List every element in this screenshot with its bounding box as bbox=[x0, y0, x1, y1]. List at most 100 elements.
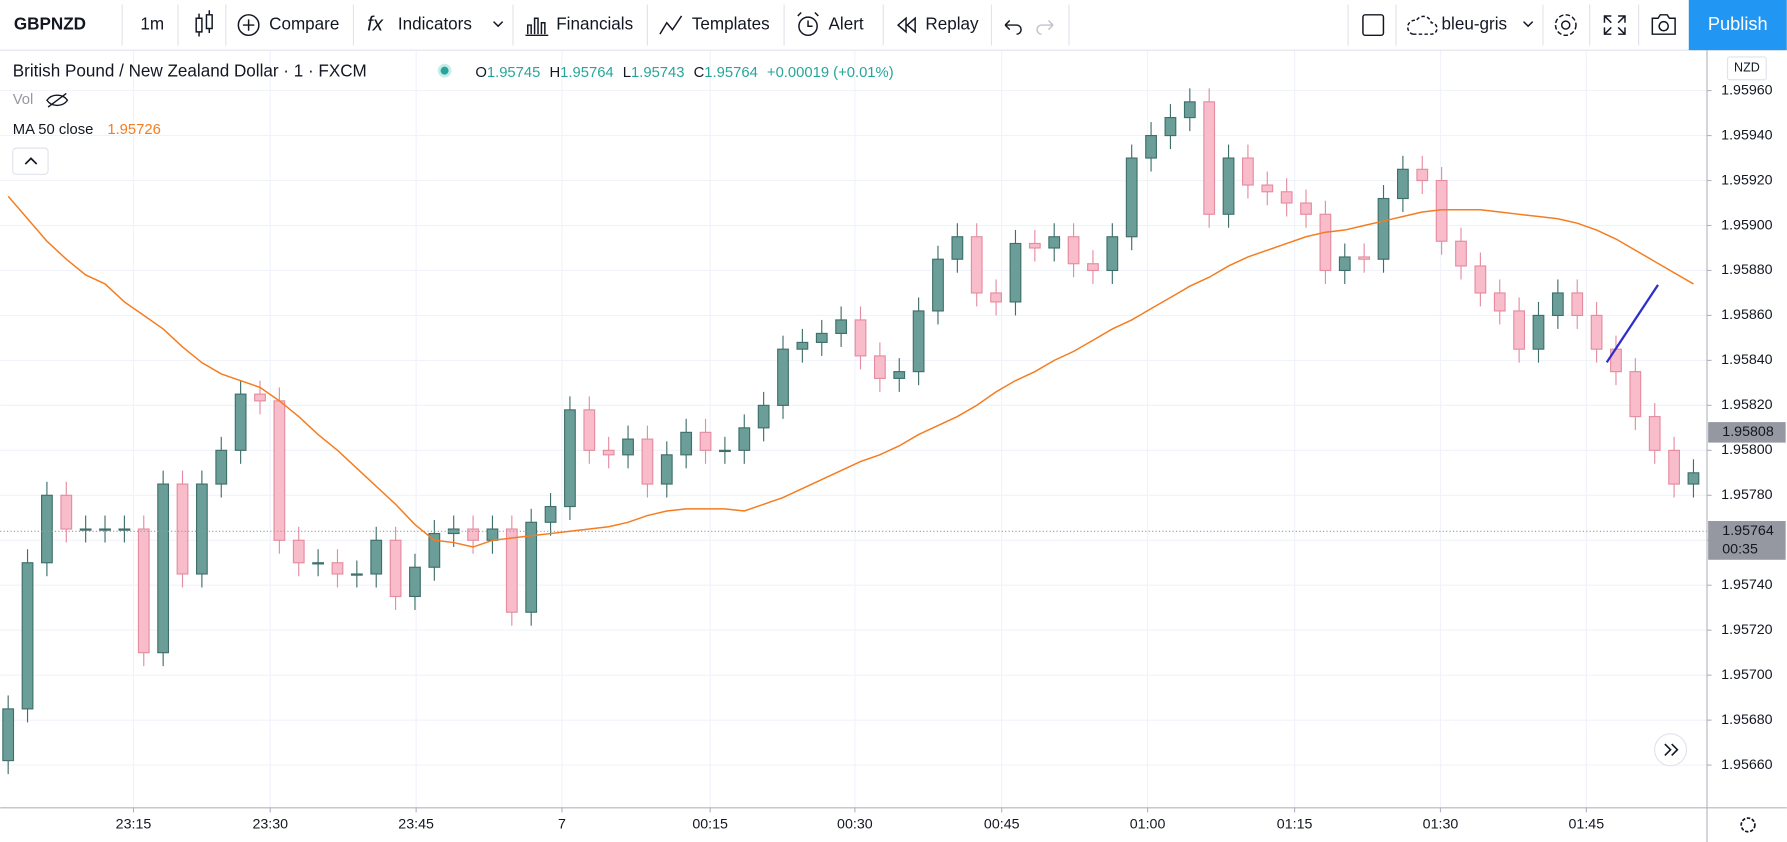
redo-button[interactable] bbox=[1036, 19, 1054, 35]
interval-button[interactable]: 1m bbox=[140, 15, 164, 34]
marker-price-label: 1.95808 bbox=[1722, 424, 1774, 440]
cloud-icon bbox=[1407, 15, 1438, 35]
candle-body bbox=[680, 431, 693, 456]
ohlc-legend: O1.95745 H1.95764 L1.95743 C1.95764 +0.00019… bbox=[475, 65, 893, 81]
y-tick-label: 1.95960 bbox=[1721, 82, 1773, 98]
candle-body bbox=[1009, 242, 1022, 303]
publish-bg[interactable] bbox=[1688, 0, 1787, 51]
candle-body bbox=[1629, 371, 1642, 418]
currency-box[interactable] bbox=[1726, 56, 1767, 81]
replay-icon bbox=[896, 16, 916, 34]
trend-line-drawing[interactable] bbox=[1605, 284, 1659, 363]
candle-body bbox=[1242, 157, 1254, 186]
templates-icon bbox=[659, 15, 683, 35]
candle-body bbox=[195, 483, 208, 575]
candle-body bbox=[1028, 242, 1041, 249]
compare-button[interactable]: Compare bbox=[269, 15, 339, 34]
candle-body bbox=[854, 319, 867, 357]
candle-body bbox=[583, 409, 596, 451]
collapse-button[interactable] bbox=[12, 147, 49, 175]
chart-type-button[interactable] bbox=[195, 10, 213, 37]
candle-body bbox=[60, 494, 73, 530]
y-tick-label: 1.95860 bbox=[1721, 307, 1773, 323]
candle-body bbox=[467, 528, 479, 541]
candle-body bbox=[815, 332, 828, 343]
x-tick-label: 00:15 bbox=[692, 817, 728, 833]
candle-body bbox=[1551, 292, 1564, 317]
alert-button[interactable]: Alert bbox=[829, 15, 864, 34]
candle-body bbox=[137, 528, 150, 654]
undo-button[interactable] bbox=[1004, 19, 1022, 35]
candle-body bbox=[1048, 236, 1061, 249]
hidden-icon[interactable] bbox=[46, 92, 69, 108]
replay-button[interactable]: Replay bbox=[925, 15, 979, 34]
candle-body bbox=[719, 449, 731, 453]
candle-body bbox=[932, 258, 944, 312]
candle-body bbox=[1087, 263, 1099, 272]
ma-line bbox=[7, 195, 1694, 548]
y-tick-label: 1.95780 bbox=[1721, 487, 1773, 503]
chart-title: British Pound / New Zealand Dollar · 1 ·… bbox=[13, 61, 367, 80]
candle-body bbox=[1687, 472, 1700, 485]
compare-icon bbox=[237, 14, 260, 37]
x-tick-label: 01:30 bbox=[1423, 817, 1459, 833]
last-price-box bbox=[1708, 521, 1786, 560]
candle-body bbox=[1261, 184, 1274, 193]
candle-body bbox=[428, 532, 441, 568]
candle-body bbox=[234, 393, 247, 451]
x-tick-label: 23:30 bbox=[252, 817, 288, 833]
candle-body bbox=[1455, 240, 1467, 267]
symbol-button[interactable]: GBPNZD bbox=[14, 15, 86, 34]
templates-button[interactable]: Templates bbox=[692, 15, 770, 34]
volume-label: Vol bbox=[13, 92, 34, 108]
last-price-label: 1.95764 bbox=[1722, 523, 1774, 539]
axis-settings-button[interactable] bbox=[1740, 817, 1756, 833]
financials-button[interactable]: Financials bbox=[556, 15, 633, 34]
candle-body bbox=[1222, 157, 1235, 215]
candle-body bbox=[1668, 449, 1680, 485]
candle-body bbox=[331, 562, 344, 575]
theme-button[interactable]: bleu-gris bbox=[1442, 15, 1508, 34]
candle-body bbox=[757, 404, 770, 429]
candle-body bbox=[312, 562, 325, 565]
toolbar: GBPNZD 1m Compare fx Indicators Financia… bbox=[0, 0, 1787, 51]
snapshot-button[interactable] bbox=[1651, 14, 1676, 35]
candle-body bbox=[738, 427, 751, 451]
snapshot-icon bbox=[1658, 20, 1670, 32]
fullscreen-button[interactable] bbox=[1603, 15, 1626, 35]
candle-body bbox=[912, 310, 925, 373]
candle-body bbox=[292, 539, 305, 564]
candle-body bbox=[1571, 292, 1584, 317]
candle-body bbox=[1106, 236, 1119, 272]
x-tick-label: 23:45 bbox=[398, 817, 434, 833]
candle-body bbox=[796, 341, 809, 350]
candle-body bbox=[835, 319, 848, 334]
candle-body bbox=[176, 483, 189, 575]
settings-button[interactable] bbox=[1554, 14, 1577, 37]
y-tick-label: 1.95840 bbox=[1721, 352, 1773, 368]
candle-body bbox=[893, 371, 906, 379]
y-tick-label: 1.95820 bbox=[1721, 397, 1773, 413]
layout-button[interactable] bbox=[1362, 14, 1385, 37]
candle-body bbox=[1067, 236, 1080, 265]
ohlc-key: L bbox=[623, 65, 631, 81]
candle-body bbox=[157, 483, 170, 654]
ohlc-key: C bbox=[694, 65, 705, 81]
ohlc-value: 1.95745 bbox=[487, 65, 541, 81]
indicators-button[interactable]: Indicators bbox=[398, 15, 472, 34]
candle-body bbox=[1416, 168, 1429, 182]
candle-body bbox=[1338, 256, 1351, 272]
ohlc-value: 1.95764 bbox=[704, 65, 758, 81]
candle-body bbox=[21, 562, 34, 710]
candle-body bbox=[602, 449, 615, 456]
financials-icon bbox=[525, 17, 549, 37]
y-tick-label: 1.95660 bbox=[1721, 757, 1773, 773]
candle-body bbox=[505, 528, 518, 613]
candle-body bbox=[1183, 101, 1196, 119]
candle-body bbox=[79, 528, 92, 531]
scroll-icon bbox=[1664, 743, 1679, 756]
publish-button[interactable]: Publish bbox=[1708, 13, 1768, 34]
candle-body bbox=[641, 438, 654, 485]
